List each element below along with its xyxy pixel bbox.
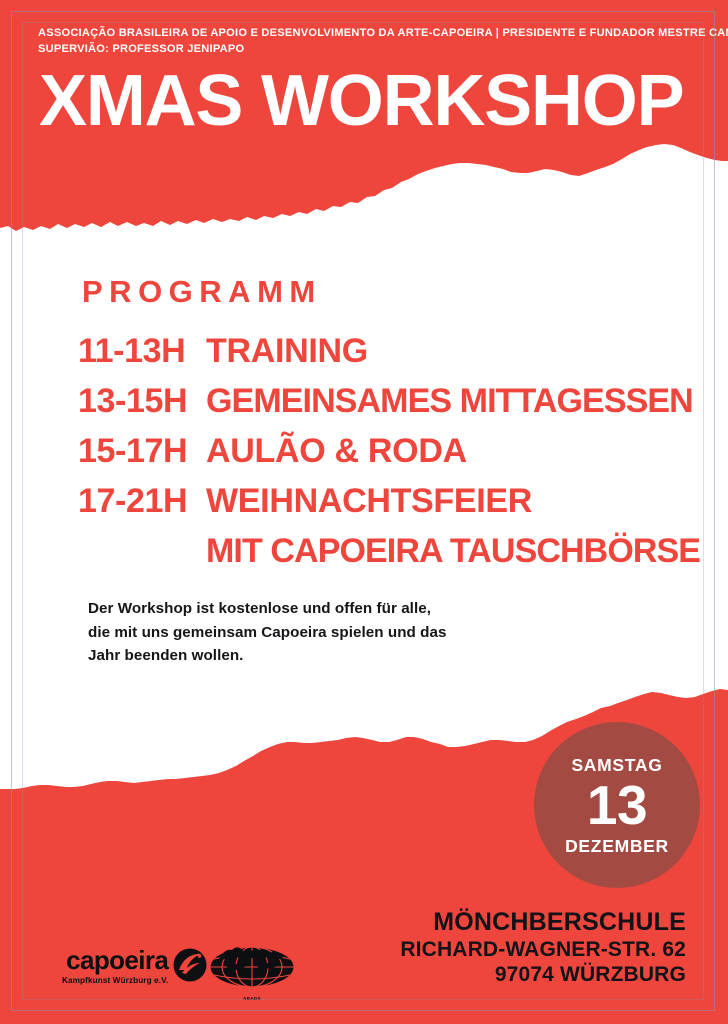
schedule-label: WEIHNACHTSFEIER [206, 482, 533, 520]
schedule-list: 11-13H TRAINING 13-15H GEMEINSAMES MITTA… [78, 326, 718, 576]
schedule-time: 13-15H [78, 382, 188, 420]
organization-header: ASSOCIAÇÃO BRASILEIRA DE APOIO E DESENVO… [38, 26, 728, 57]
schedule-row: 13-15H GEMEINSAMES MITTAGESSEN [78, 376, 718, 426]
header-line-2: SUPERVIÃO: PROFESSOR JENIPAPO [38, 42, 245, 55]
venue-block: MÖNCHBERSCHULE RICHARD-WAGNER-STR. 62 97… [400, 908, 686, 987]
schedule-label: MIT CAPOEIRA TAUSCHBÖRSE [206, 532, 701, 570]
venue-name: MÖNCHBERSCHULE [433, 908, 686, 936]
schedule-time: 17-21H [78, 482, 188, 520]
schedule-label: AULÃO & RODA [206, 432, 467, 470]
abada-globe-logo: ABADÁ [208, 940, 296, 1001]
berimbau-circle-icon [173, 948, 207, 982]
venue-street: RICHARD-WAGNER-STR. 62 [400, 938, 686, 961]
description-line-2: die mit uns gemeinsam Capoeira spielen u… [88, 623, 447, 641]
capoeira-tagline: Kampfkunst Würzburg e.V. [62, 976, 169, 985]
date-badge: SAMSTAG 13 DEZEMBER [534, 722, 700, 888]
schedule-row: 11-13H TRAINING [78, 326, 718, 376]
schedule-time: 11-13H [78, 332, 186, 370]
description-text: Der Workshop ist kostenlose und offen fü… [88, 597, 446, 668]
page-title: XMAS WORKSHOP [39, 61, 685, 141]
capoeira-logo-text: capoeira Kampfkunst Würzburg e.V. [62, 945, 169, 986]
programm-heading: PROGRAMM [82, 274, 322, 309]
venue-city: 97074 WÜRZBURG [494, 963, 686, 986]
capoeira-wordmark: capoeira [66, 945, 169, 975]
schedule-row: 15-17H AULÃO & RODA [78, 426, 718, 476]
date-day: 13 [586, 773, 648, 836]
schedule-row: 17-21H WEIHNACHTSFEIER [78, 476, 718, 526]
date-month: DEZEMBER [565, 835, 669, 856]
description-line-1: Der Workshop ist kostenlose und offen fü… [88, 600, 431, 617]
schedule-row: MIT CAPOEIRA TAUSCHBÖRSE [78, 526, 718, 576]
date-weekday: SAMSTAG [571, 754, 663, 775]
abada-caption: ABADÁ [242, 996, 262, 1001]
header-line-1: ASSOCIAÇÃO BRASILEIRA DE APOIO E DESENVO… [38, 27, 728, 39]
globe-icon [209, 946, 295, 988]
capoeira-logo: capoeira Kampfkunst Würzburg e.V. [62, 947, 207, 986]
schedule-label: GEMEINSAMES MITTAGESSEN [206, 382, 694, 420]
schedule-label: TRAINING [206, 332, 368, 370]
schedule-time: 15-17H [78, 432, 188, 470]
description-line-3: Jahr beenden wollen. [88, 647, 244, 664]
